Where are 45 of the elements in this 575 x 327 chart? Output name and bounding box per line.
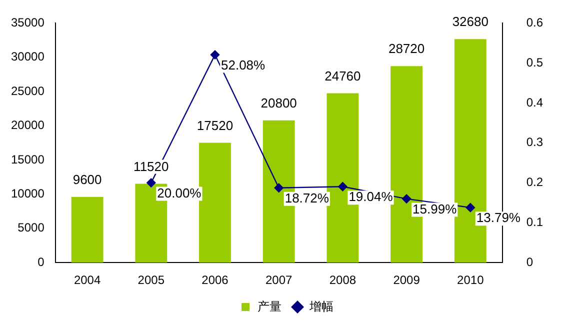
legend-label: 产量 xyxy=(258,299,282,314)
point xyxy=(338,182,348,192)
y-tick-label: 30000 xyxy=(10,50,45,64)
data-label: 28720 xyxy=(388,41,425,56)
point xyxy=(210,50,220,60)
data-label: 18.72% xyxy=(284,190,330,206)
y-tick-label: 25000 xyxy=(10,84,45,98)
bar xyxy=(199,142,231,263)
bar xyxy=(71,196,104,263)
y-tick-label: 20000 xyxy=(10,118,45,132)
y2-tick-label: 0.3 xyxy=(526,135,544,150)
y-tick-label: 35000 xyxy=(10,16,45,30)
data-label: 20800 xyxy=(260,95,297,110)
data-label: 15.99% xyxy=(412,201,458,216)
x-tick-label: 2010 xyxy=(457,273,484,288)
data-label: 52.08% xyxy=(220,57,266,72)
point xyxy=(146,178,156,188)
point xyxy=(402,194,412,204)
x-tick-label: 2005 xyxy=(138,273,165,288)
x-tick-label: 2006 xyxy=(202,273,229,288)
y2-tick-label: 0 xyxy=(526,254,534,269)
y2-tick-label: 0.1 xyxy=(526,215,544,230)
y2-tick-label: 0.6 xyxy=(526,16,544,30)
data-label: 9600 xyxy=(72,172,102,188)
legend-label: 增幅 xyxy=(308,299,334,314)
point xyxy=(274,183,284,193)
data-label: 19.04% xyxy=(348,189,394,204)
x-tick-label: 2009 xyxy=(393,273,420,288)
y-tick-label: 15000 xyxy=(10,152,45,166)
y-tick-label: 5000 xyxy=(18,220,45,235)
x-tick-label: 2008 xyxy=(329,273,356,288)
x-tick-label: 2007 xyxy=(265,273,293,288)
data-label: 32680 xyxy=(452,14,488,30)
data-label: 17520 xyxy=(196,118,234,133)
data-label: 13.79% xyxy=(476,210,521,226)
y-tick-label: 10000 xyxy=(10,186,45,201)
data-label: 24760 xyxy=(324,68,361,84)
y-tick-label: 0 xyxy=(38,254,45,269)
y2-tick-label: 0.5 xyxy=(526,55,544,70)
data-label: 20.00% xyxy=(157,185,202,200)
y2-tick-label: 0.2 xyxy=(526,175,544,190)
data-label: 11520 xyxy=(134,158,169,174)
y2-tick-label: 0.4 xyxy=(526,95,544,110)
x-tick-label: 2004 xyxy=(74,273,101,288)
point xyxy=(466,202,475,212)
